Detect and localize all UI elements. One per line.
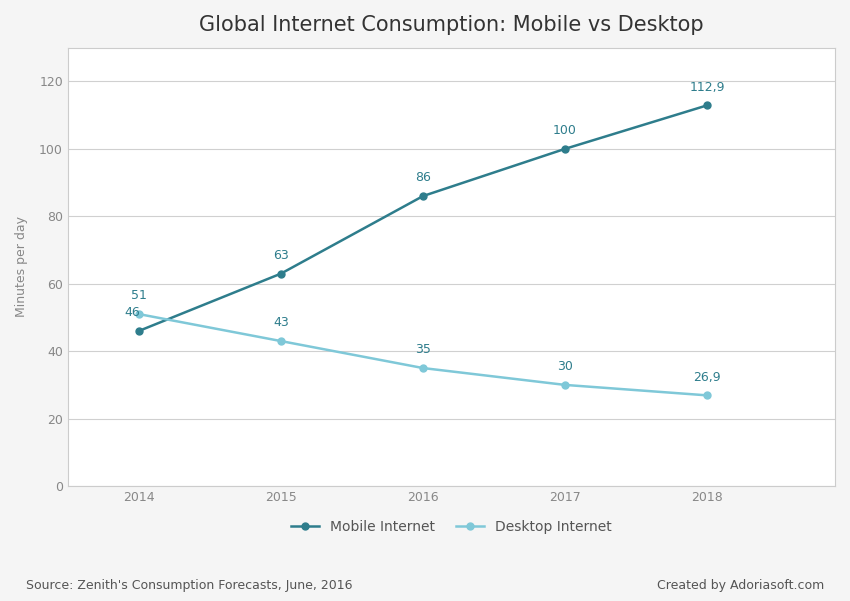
Desktop Internet — [418, 364, 428, 371]
Line: Mobile Internet: Mobile Internet — [135, 102, 711, 334]
Text: 63: 63 — [273, 249, 289, 262]
Legend: Mobile Internet, Desktop Internet: Mobile Internet, Desktop Internet — [284, 513, 619, 540]
Y-axis label: Minutes per day: Minutes per day — [15, 216, 28, 317]
Text: 112,9: 112,9 — [689, 81, 725, 94]
Text: 26,9: 26,9 — [694, 371, 721, 383]
Text: 100: 100 — [553, 124, 577, 137]
Mobile Internet — [418, 192, 428, 200]
Text: Created by Adoriasoft.com: Created by Adoriasoft.com — [657, 579, 824, 592]
Mobile Internet — [702, 102, 712, 109]
Text: 51: 51 — [131, 289, 147, 302]
Mobile Internet — [276, 270, 286, 277]
Text: 43: 43 — [273, 316, 289, 329]
Line: Desktop Internet: Desktop Internet — [135, 311, 711, 399]
Desktop Internet — [276, 338, 286, 345]
Text: 30: 30 — [557, 360, 573, 373]
Mobile Internet — [560, 145, 570, 153]
Title: Global Internet Consumption: Mobile vs Desktop: Global Internet Consumption: Mobile vs D… — [199, 15, 704, 35]
Desktop Internet — [560, 381, 570, 388]
Text: 86: 86 — [415, 171, 431, 185]
Text: 46: 46 — [124, 306, 139, 319]
Text: 35: 35 — [415, 343, 431, 356]
Mobile Internet — [133, 328, 144, 335]
Desktop Internet — [133, 311, 144, 318]
Text: Source: Zenith's Consumption Forecasts, June, 2016: Source: Zenith's Consumption Forecasts, … — [26, 579, 352, 592]
Desktop Internet — [702, 392, 712, 399]
